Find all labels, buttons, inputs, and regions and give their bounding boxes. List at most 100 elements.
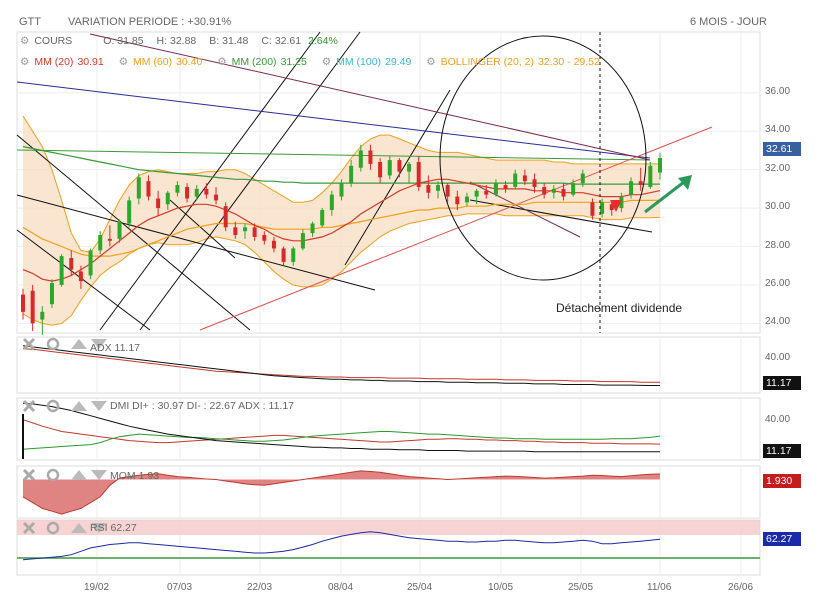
mom-label: MOM — [110, 470, 136, 482]
trend-line — [16, 149, 651, 161]
move-up-icon — [71, 401, 87, 411]
mm20-value: 30.91 — [77, 56, 104, 68]
candle-body — [117, 221, 122, 239]
candle-body — [40, 311, 45, 320]
rsi-panel-label: RSI 62.27 — [90, 522, 137, 534]
candle-body — [648, 165, 653, 187]
candle-body — [455, 196, 460, 205]
candle-body — [378, 161, 383, 178]
up-arrow-icon — [678, 175, 692, 190]
gear-icon — [46, 399, 60, 413]
mm20-label: MM (20) — [34, 56, 74, 68]
candle-body — [513, 173, 518, 187]
dmi-adx-label: ADX : — [238, 400, 266, 412]
candle-body — [165, 192, 170, 205]
x-tick-label: 11/06 — [647, 582, 672, 593]
y-tick-label: 24.00 — [765, 316, 791, 328]
candle-body — [532, 179, 537, 187]
candle-body — [271, 240, 276, 249]
candle-body — [426, 185, 431, 193]
bollinger-label: BOLLINGER (20, 2) — [440, 56, 534, 68]
dim-label: DI- : — [186, 400, 207, 412]
gear-icon[interactable]: ⚙ — [20, 56, 30, 68]
candle-body — [156, 198, 161, 209]
down-arrow-icon — [610, 200, 622, 212]
candle-body — [204, 188, 209, 195]
adx-di-line — [22, 348, 660, 383]
mm60-value: 30.40 — [176, 56, 203, 68]
candle-body — [107, 238, 112, 241]
candle-body — [146, 181, 151, 197]
candle-body — [407, 163, 412, 172]
open-label: O: — [103, 35, 115, 47]
period-label: 6 MOIS - JOUR — [690, 16, 768, 28]
candle-body — [445, 185, 450, 197]
y-tick-label: 28.00 — [765, 239, 791, 251]
adx-tick: 40.00 — [765, 352, 791, 363]
candle-body — [329, 194, 334, 211]
mom-line — [22, 470, 661, 515]
x-tick-label: 10/05 — [488, 582, 514, 593]
dim-value: 22.67 — [209, 400, 236, 412]
candle-body — [590, 202, 595, 216]
low-value: 31.48 — [222, 35, 249, 47]
dmi-panel-label: DMI DI+ : 30.97 DI- : 22.67 ADX : 11.17 — [110, 400, 294, 412]
dmi-adx-value: 11.17 — [268, 400, 295, 412]
candle-body — [136, 177, 141, 199]
high-label: H: — [156, 35, 167, 47]
indicator-legend: ⚙ MM (20) 30.91 ⚙ MM (60) 30.40 ⚙ MM (200)… — [20, 56, 600, 68]
close-icon — [22, 399, 36, 413]
mm200-value: 31.25 — [280, 56, 307, 68]
gear-icon[interactable]: ⚙ — [217, 56, 227, 68]
candle-body — [291, 248, 296, 262]
candle-body — [78, 271, 83, 282]
candle-body — [339, 183, 344, 197]
move-up-icon — [71, 470, 87, 480]
ticker-label: GTT — [19, 16, 41, 28]
rsi-value: 62.27 — [110, 522, 137, 534]
gear-icon[interactable]: ⚙ — [118, 56, 129, 68]
adx-label: ADX — [90, 342, 112, 354]
candle-body — [252, 227, 257, 237]
candle-body — [484, 190, 489, 195]
gear-icon[interactable]: ⚙ — [426, 56, 436, 68]
x-tick-label: 25/04 — [407, 582, 433, 593]
trend-line — [139, 31, 361, 331]
candle-body — [629, 181, 634, 195]
candle-body — [600, 202, 605, 214]
candle-body — [88, 250, 93, 276]
gear-icon — [46, 468, 60, 482]
candle-body — [214, 194, 219, 201]
candle-body — [397, 160, 402, 172]
candle-body — [658, 157, 662, 173]
candle-body — [310, 223, 315, 234]
candle-body — [300, 233, 305, 249]
adx-value: 11.17 — [114, 342, 141, 354]
candle-body — [281, 248, 286, 262]
mom-panel-label: MOM 1.93 — [110, 470, 159, 482]
mom-badge: 1.930 — [763, 474, 801, 488]
rsi-overbought-zone — [17, 520, 760, 535]
change-value: 2.64% — [308, 35, 338, 47]
close-icon — [22, 521, 36, 535]
x-tick-label: 22/03 — [247, 582, 273, 593]
trend-line — [469, 181, 581, 238]
candle-body — [464, 196, 469, 203]
gear-icon[interactable]: ⚙ — [20, 35, 30, 47]
dip-label: DI+ : — [132, 400, 155, 412]
y-tick-label: 36.00 — [765, 85, 791, 97]
trend-line — [16, 134, 251, 331]
gear-icon[interactable]: ⚙ — [321, 56, 332, 68]
move-up-icon — [71, 523, 87, 533]
y-tick-label: 34.00 — [765, 124, 791, 136]
candle-body — [49, 283, 54, 305]
mm60-line — [22, 199, 660, 257]
dmi-minus-line — [22, 419, 661, 445]
rsi-badge: 62.27 — [763, 532, 801, 546]
candle-body — [561, 188, 566, 197]
candle-body — [474, 190, 479, 197]
y-tick-label: 32.00 — [765, 162, 791, 174]
panel-frame — [16, 336, 761, 394]
